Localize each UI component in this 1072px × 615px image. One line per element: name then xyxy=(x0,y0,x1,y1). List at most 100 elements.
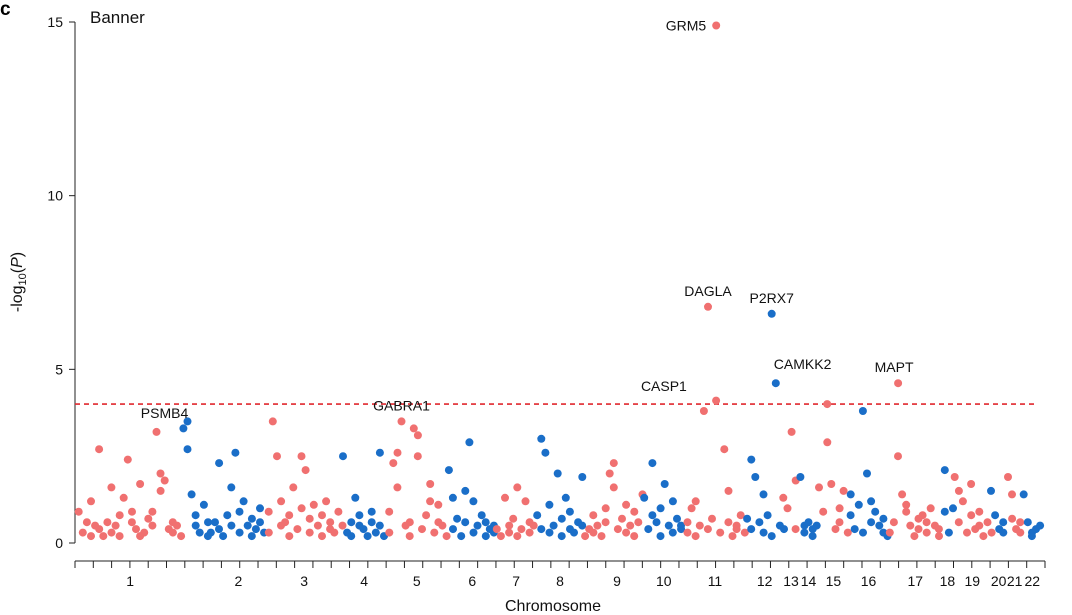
snp-point xyxy=(115,511,124,520)
snp-point xyxy=(987,486,995,495)
gene-labels: GRM5 GABRA1 DAGLA P2RX7 CAMKK2 MAPT PSMB4 CASP1 xyxy=(141,18,914,421)
snp-point xyxy=(779,493,788,502)
snp-point xyxy=(334,507,343,516)
snp-point xyxy=(461,486,470,495)
snp-point xyxy=(787,427,796,436)
snp-point xyxy=(950,473,959,481)
snp-point xyxy=(747,525,756,534)
snp-point xyxy=(728,532,737,541)
snp-point xyxy=(183,445,192,454)
snp-point xyxy=(1008,514,1017,523)
snp-point xyxy=(767,532,776,541)
snp-point xyxy=(156,486,165,495)
snp-point xyxy=(330,528,339,537)
snp-point xyxy=(935,532,943,541)
snp-point xyxy=(326,518,335,527)
snp-point xyxy=(691,532,700,541)
x-tick-label: 14 xyxy=(801,573,817,589)
snp-point xyxy=(305,514,314,523)
gene-label: PSMB4 xyxy=(141,405,189,421)
snp-point xyxy=(780,525,788,534)
snp-point xyxy=(442,532,451,541)
snp-point xyxy=(273,452,281,461)
snp-point xyxy=(867,497,876,506)
snp-point xyxy=(823,438,832,447)
x-tick-label: 20 xyxy=(991,573,1007,589)
snp-point xyxy=(148,507,157,516)
snp-point xyxy=(593,521,602,530)
snp-point xyxy=(839,486,848,495)
snp-point xyxy=(867,518,876,527)
snp-point xyxy=(393,448,402,457)
snp-point xyxy=(835,518,844,527)
snp-point xyxy=(835,504,844,513)
snp-point xyxy=(967,511,976,520)
snp-point xyxy=(755,518,764,527)
snp-point xyxy=(597,532,606,541)
snp-point xyxy=(944,528,953,537)
snp-point xyxy=(195,528,204,537)
snp-point xyxy=(747,455,756,464)
snp-point xyxy=(894,379,903,388)
snp-point xyxy=(545,528,554,537)
snp-point xyxy=(712,21,721,30)
x-axis: 1 2 3 4 5 6 7 8 9 10 11 12 13 14 15 16 17 18 19 20 21 22 xyxy=(74,560,1046,589)
x-tick-label: 6 xyxy=(468,573,476,589)
snp-point xyxy=(243,521,252,530)
y-tick-label: 15 xyxy=(47,14,63,30)
snp-point xyxy=(843,528,852,537)
snp-point xyxy=(293,525,302,534)
y-tick-label: 10 xyxy=(47,188,63,204)
snp-point xyxy=(664,521,673,530)
snp-point xyxy=(496,532,505,541)
snp-point xyxy=(940,466,949,475)
snp-point xyxy=(309,500,318,509)
snp-point xyxy=(859,528,867,537)
x-tick-label: 2 xyxy=(234,573,242,589)
x-tick-label: 7 xyxy=(512,573,520,589)
snp-point xyxy=(712,396,721,405)
snp-point xyxy=(565,507,574,516)
snp-point xyxy=(183,417,192,426)
x-tick-label: 13 xyxy=(783,573,799,589)
snp-point xyxy=(889,518,898,527)
snp-point xyxy=(673,514,681,523)
snp-point xyxy=(875,521,884,530)
snp-point xyxy=(902,500,911,509)
snp-point xyxy=(173,521,181,530)
snp-point xyxy=(975,521,984,530)
snp-point xyxy=(831,525,840,534)
snp-point xyxy=(553,469,562,478)
snp-point xyxy=(808,532,817,541)
snp-point xyxy=(465,438,474,447)
snp-point xyxy=(251,525,260,534)
snp-point xyxy=(160,476,169,485)
snp-point xyxy=(469,497,478,506)
snp-point xyxy=(256,518,264,527)
snp-point xyxy=(191,521,200,530)
snp-point xyxy=(177,532,186,541)
gene-label: MAPT xyxy=(875,359,914,375)
snp-point xyxy=(223,511,232,520)
snp-point xyxy=(434,500,443,509)
x-axis-title: Chromosome xyxy=(505,598,601,615)
snp-point xyxy=(601,504,610,513)
snp-point xyxy=(529,521,538,530)
snp-point xyxy=(103,518,112,527)
snp-point xyxy=(477,511,486,520)
snp-point xyxy=(850,525,859,534)
snp-point xyxy=(1016,518,1025,527)
snp-point xyxy=(601,518,610,527)
snp-point xyxy=(885,528,894,537)
snp-point xyxy=(367,507,376,516)
snp-point xyxy=(371,528,380,537)
snp-point xyxy=(363,532,372,541)
snp-point xyxy=(871,507,880,516)
snp-point xyxy=(492,525,501,534)
x-tick-label: 15 xyxy=(826,573,842,589)
snp-point xyxy=(301,466,310,475)
snp-point xyxy=(613,525,622,534)
snp-point xyxy=(140,528,149,537)
snp-point xyxy=(227,521,236,530)
